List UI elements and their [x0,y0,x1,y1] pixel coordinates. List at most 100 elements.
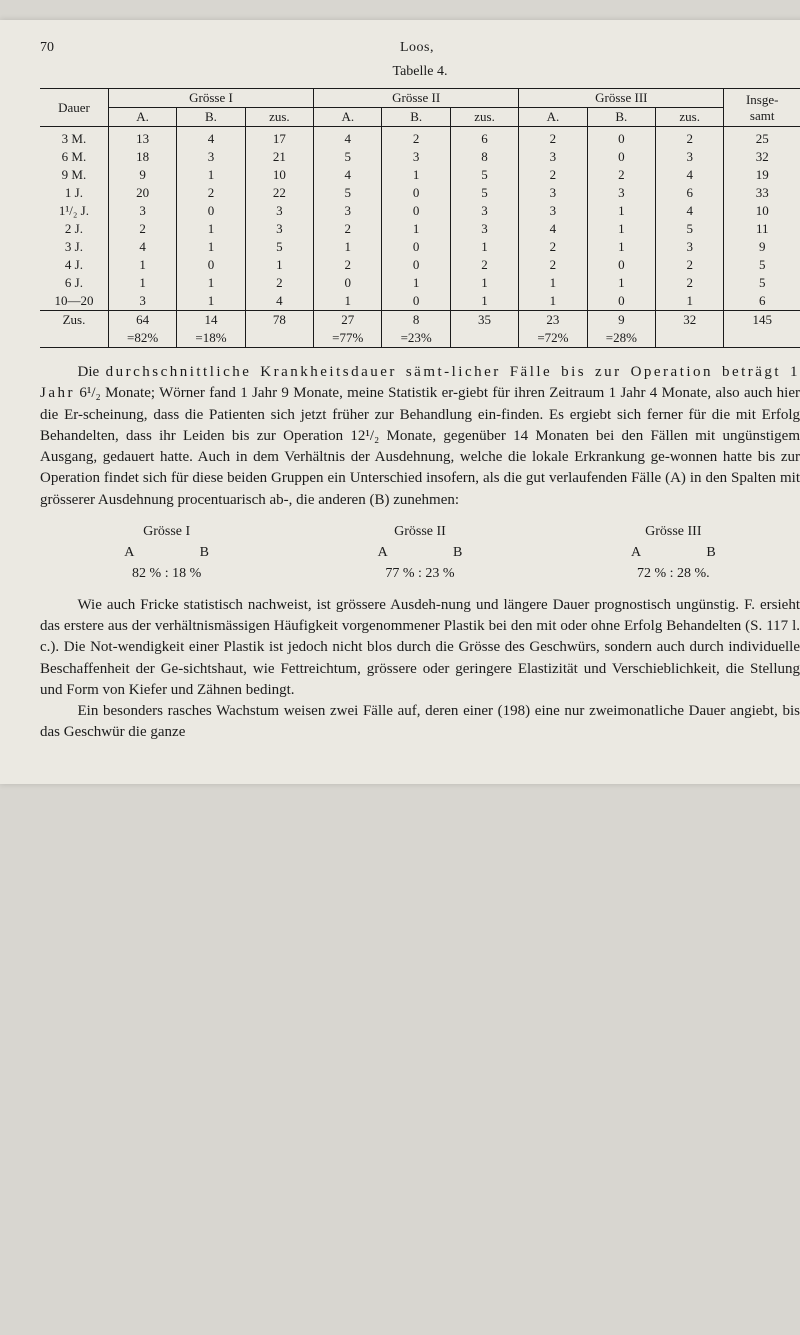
table-cell: 6 J. [40,274,108,292]
r3-ratio: 72 % : 28 %. [598,564,748,584]
table-cell: 1 [177,292,245,311]
table-cell: 3 [177,148,245,166]
page: 70 Loos, Tabelle 4. Dauer Grösse I Gröss… [0,20,800,784]
table-row: 1 J.2022250533633 [40,184,800,202]
table-cell: 1 [519,292,587,311]
table-cell: 1 [177,166,245,184]
table-cell: 0 [382,184,450,202]
table-row: 4 J.1012022025 [40,256,800,274]
r3-title: Grösse III [598,522,748,542]
table-cell: 2 [656,256,724,274]
table-cell: 1 [587,220,655,238]
table-cell: 1 [245,256,313,274]
r1-ratio: 82 % : 18 % [92,564,242,584]
table-cell: 145 [724,311,800,330]
hdr-a3: A. [519,108,587,127]
table-cell: 3 [656,148,724,166]
table-cell: 1 [314,238,382,256]
hdr-insgesamt: Insge- samt [724,89,800,127]
table-row: 3 J.4151012139 [40,238,800,256]
table-cell: 5 [656,220,724,238]
table-cell: 17 [245,127,313,149]
table-cell: 32 [656,311,724,330]
table-cell: 3 [382,148,450,166]
table-cell: 1 [177,220,245,238]
table-cell: 0 [177,256,245,274]
table-cell: 9 [724,238,800,256]
table-cell: 1 [656,292,724,311]
r2-b: B [453,543,462,563]
table-cell: 10 [724,202,800,220]
r1-a: A [124,543,134,563]
table-cell: 6 [450,127,518,149]
table-cell: 8 [450,148,518,166]
table-cell: 1 J. [40,184,108,202]
table-cell: 3 [519,202,587,220]
table-cell: 64 [108,311,176,330]
table-cell: 2 J. [40,220,108,238]
body-text: Die durchschnittliche Krankheitsdauer sä… [40,362,800,744]
table-cell: =82% [108,329,176,348]
table-cell: 0 [314,274,382,292]
table-cell: 27 [314,311,382,330]
table-cell: 3 [587,184,655,202]
table-cell: 1 [450,274,518,292]
table-cell: 1 [382,274,450,292]
table-cell: 1 [382,166,450,184]
table-cell: 1 [519,274,587,292]
table-cell [724,329,800,348]
table-cell: 13 [108,127,176,149]
table-cell: 4 [245,292,313,311]
table-cell [40,329,108,348]
hdr-g2: Grösse II [314,89,519,108]
table-cell: 8 [382,311,450,330]
table-cell: 2 [382,127,450,149]
table-cell: =23% [382,329,450,348]
ratio-col-2: Grösse II AB 77 % : 23 % [345,521,495,585]
hdr-g3: Grösse III [519,89,724,108]
table-cell: 32 [724,148,800,166]
table-cell [245,329,313,348]
table-cell: 18 [108,148,176,166]
table-cell: 5 [724,256,800,274]
table-sum-row: Zus.6414782783523932145 [40,311,800,330]
table-cell: 3 [108,292,176,311]
hdr-z2: zus. [450,108,518,127]
table-cell: 3 [450,202,518,220]
table-cell: 4 [314,127,382,149]
hdr-a2: A. [314,108,382,127]
table-cell: 3 [519,148,587,166]
table-cell: Zus. [40,311,108,330]
table-cell: 25 [724,127,800,149]
table-cell: 0 [587,292,655,311]
table-cell: 1 [382,220,450,238]
table-cell: 4 [519,220,587,238]
table-cell: 2 [656,274,724,292]
table-cell: 6 [724,292,800,311]
table-cell: 5 [450,166,518,184]
table-cell: 4 J. [40,256,108,274]
paragraph-1: Die durchschnittliche Krankheitsdauer sä… [40,362,800,511]
hdr-b2: B. [382,108,450,127]
table-cell: 5 [314,148,382,166]
p1-pre: Die [78,364,106,380]
table-cell: =72% [519,329,587,348]
r3-a: A [631,543,641,563]
table-cell: =18% [177,329,245,348]
table-cell: 9 [587,311,655,330]
table-cell: 3 M. [40,127,108,149]
table-cell: 1 [108,274,176,292]
table-cell: 3 [245,202,313,220]
table-caption: Tabelle 4. [40,64,800,80]
table-cell: 1 [587,274,655,292]
table-cell: 4 [177,127,245,149]
hdr-b1: B. [177,108,245,127]
table-cell: 2 [314,256,382,274]
table-cell: 4 [314,166,382,184]
table-cell: 2 [519,166,587,184]
table-cell: 1 [450,292,518,311]
table-row: 6 M.1832153830332 [40,148,800,166]
table-cell: 2 [177,184,245,202]
table-cell: 5 [450,184,518,202]
table-row: 2 J.21321341511 [40,220,800,238]
